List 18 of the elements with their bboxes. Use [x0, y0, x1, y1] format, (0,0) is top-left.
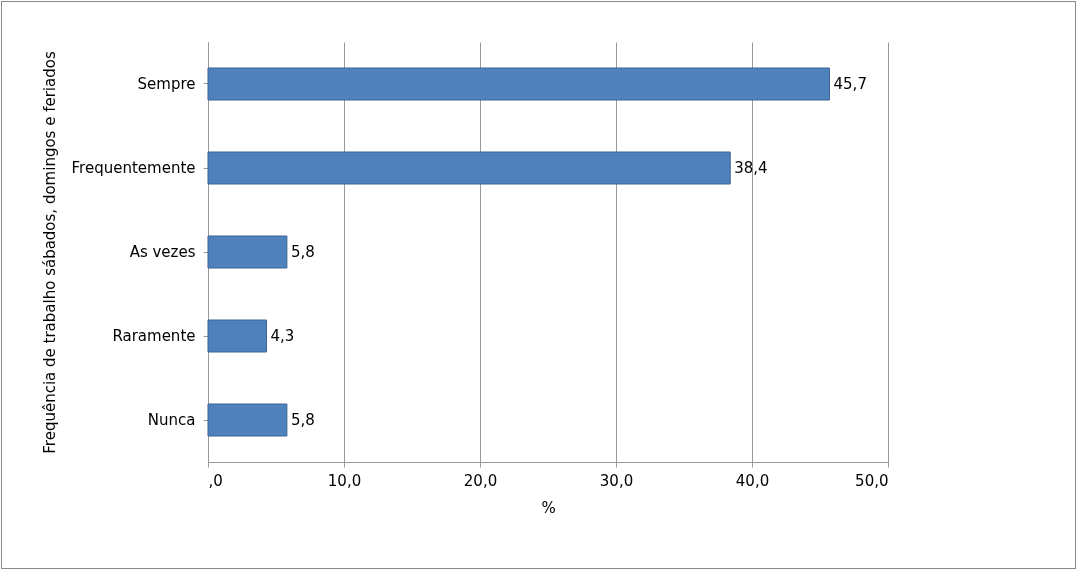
y-tick-label: Nunca	[147, 411, 196, 429]
data-label: 4,3	[270, 327, 295, 345]
x-tick-label: 20,0	[463, 471, 498, 490]
data-label: 5,8	[290, 411, 315, 429]
x-tick-label: 30,0	[599, 471, 634, 490]
x-axis-title: %	[541, 498, 556, 517]
x-tick-label: 50,0	[855, 471, 889, 490]
y-tick-label: Frequentemente	[71, 159, 196, 177]
data-label: 45,7	[833, 75, 867, 93]
y-axis-title: Frequência de trabalho sábados, domingos e feriados	[40, 51, 59, 454]
data-label: 5,8	[290, 243, 315, 261]
y-tick-label: Raramente	[112, 327, 196, 345]
x-tick-label: ,0	[208, 471, 223, 490]
y-tick-label: Sempre	[137, 75, 196, 93]
x-tick-label: 10,0	[327, 471, 362, 490]
y-tick-label: As vezes	[129, 243, 196, 261]
x-tick-label: 40,0	[735, 471, 770, 490]
data-label: 38,4	[734, 159, 768, 177]
